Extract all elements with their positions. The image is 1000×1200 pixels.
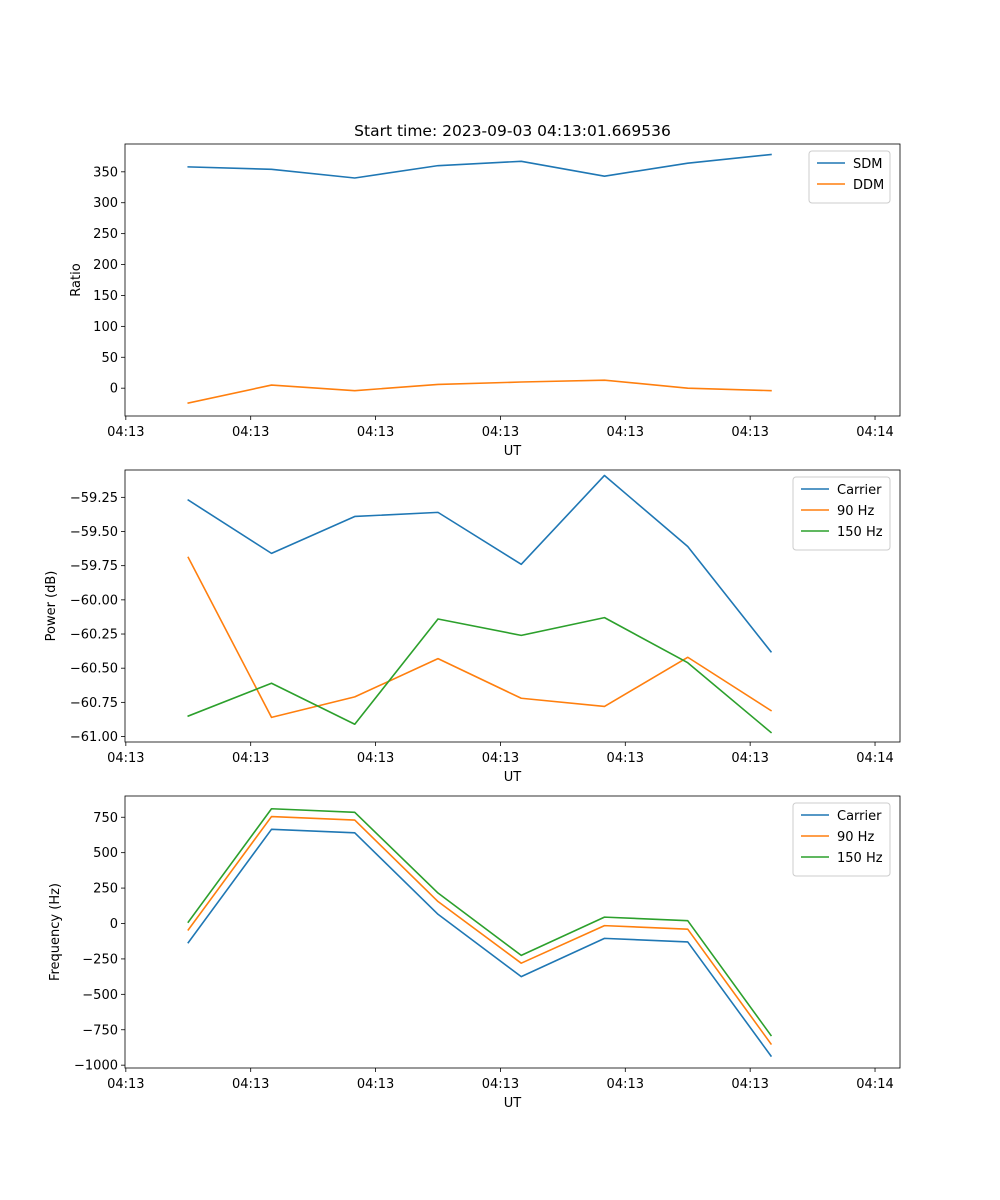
x-tick-label: 04:13: [731, 425, 768, 440]
series-line-ddm: [187, 379, 772, 404]
panel-3: −1000 −750 −500 −250 0 250 500 750 04:13 04:13 04:…: [48, 795, 901, 1111]
series-line-150-hz: [187, 807, 773, 1037]
series-line-sdm: [187, 153, 772, 179]
panel-1: 0 50 100 150 200 250 300 350 04:13 04:13 04:13 04:1…: [69, 143, 901, 459]
axes-frame: [124, 795, 901, 1069]
x-tick-label: 04:13: [482, 1077, 519, 1092]
x-tick-label: 04:14: [856, 425, 893, 440]
x-tick-label: 04:13: [607, 1077, 644, 1092]
legend: Carrier 90 Hz 150 Hz: [792, 476, 891, 551]
x-axis-label: UT: [504, 1096, 522, 1111]
legend-label: Carrier: [837, 809, 882, 824]
x-tick-label: 04:13: [607, 751, 644, 766]
x-tick-label: 04:13: [232, 1077, 269, 1092]
x-tick-label: 04:14: [856, 751, 893, 766]
y-tick-label: 200: [93, 258, 118, 273]
x-tick-label: 04:13: [731, 1077, 768, 1092]
x-tick-label: 04:13: [357, 751, 394, 766]
y-tick-label: −1000: [74, 1059, 118, 1074]
series-line-carrier: [187, 828, 773, 1058]
y-tick-label: 250: [93, 882, 118, 897]
x-tick-label: 04:13: [482, 425, 519, 440]
x-tick-label: 04:13: [357, 1077, 394, 1092]
x-axis-label: UT: [504, 770, 522, 785]
y-tick-label: −500: [82, 988, 118, 1003]
y-tick-label: −59.75: [70, 559, 118, 574]
legend-label: SDM: [853, 157, 882, 172]
legend: SDM DDM: [808, 150, 891, 204]
legend-label: Carrier: [837, 483, 882, 498]
y-tick-label: 50: [101, 351, 118, 366]
y-tick-label: −60.25: [70, 628, 118, 643]
x-tick-label: 04:13: [731, 751, 768, 766]
series-line-90-hz: [187, 556, 773, 719]
figure-title: Start time: 2023-09-03 04:13:01.669536: [354, 122, 671, 140]
legend-label: 90 Hz: [837, 830, 874, 845]
y-tick-label: 350: [93, 165, 118, 180]
legend-label: 150 Hz: [837, 525, 883, 540]
legend-label: DDM: [853, 178, 884, 193]
y-tick-label: −750: [82, 1023, 118, 1038]
y-tick-label: −250: [82, 952, 118, 967]
x-tick-label: 04:14: [856, 1077, 893, 1092]
y-tick-label: 300: [93, 196, 118, 211]
x-tick-label: 04:13: [482, 751, 519, 766]
x-tick-label: 04:13: [232, 751, 269, 766]
legend-label: 150 Hz: [837, 851, 883, 866]
y-tick-label: −60.50: [70, 662, 118, 677]
x-tick-label: 04:13: [107, 1077, 144, 1092]
y-tick-label: −59.25: [70, 491, 118, 506]
series-line-carrier: [187, 474, 773, 653]
series-line-150-hz: [187, 616, 773, 734]
x-tick-label: 04:13: [357, 425, 394, 440]
x-tick-label: 04:13: [607, 425, 644, 440]
panel-2: −61.00 −60.75 −60.50 −60.25 −60.00 −59.75 −59.…: [44, 469, 901, 785]
y-tick-label: 0: [110, 382, 118, 397]
legend-box: [808, 150, 891, 204]
axes-frame: [124, 143, 901, 417]
y-tick-label: −60.75: [70, 696, 118, 711]
y-tick-label: −61.00: [70, 730, 118, 745]
panels: 0 50 100 150 200 250 300 350 04:13 04:13 04:13 04:1…: [44, 143, 901, 1111]
y-tick-label: −59.50: [70, 525, 118, 540]
legend: Carrier 90 Hz 150 Hz: [792, 802, 891, 877]
y-tick-label: 0: [110, 917, 118, 932]
axes-frame: [124, 469, 901, 743]
y-tick-label: 150: [93, 289, 118, 304]
y-tick-label: 100: [93, 320, 118, 335]
y-tick-label: 250: [93, 227, 118, 242]
x-tick-label: 04:13: [107, 751, 144, 766]
series-line-90-hz: [187, 815, 773, 1046]
y-tick-label: −60.00: [70, 593, 118, 608]
y-tick-label: 750: [93, 811, 118, 826]
y-axis-label: Frequency (Hz): [48, 883, 63, 981]
x-tick-label: 04:13: [107, 425, 144, 440]
y-tick-label: 500: [93, 846, 118, 861]
x-axis-label: UT: [504, 444, 522, 459]
x-tick-label: 04:13: [232, 425, 269, 440]
legend-label: 90 Hz: [837, 504, 874, 519]
y-axis-label: Ratio: [69, 263, 84, 296]
y-axis-label: Power (dB): [44, 571, 59, 642]
